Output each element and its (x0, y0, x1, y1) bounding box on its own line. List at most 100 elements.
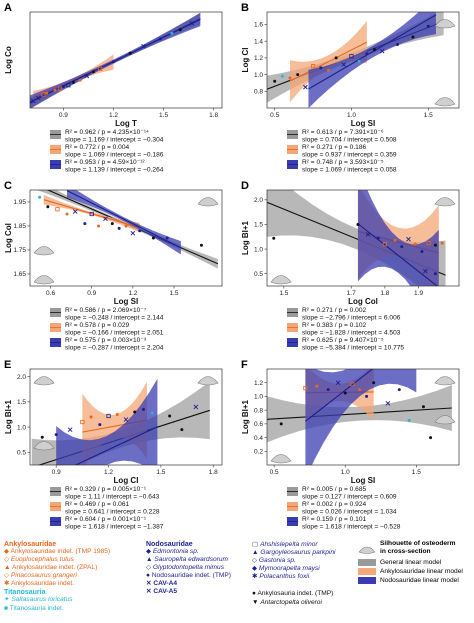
nodosauridae-confidence-band (357, 190, 439, 286)
legend-item: ● Ankylosauria indet. (TMP) (252, 590, 334, 598)
x-tick-label: 0.5 (270, 469, 279, 476)
y-tick-label: 0.8 (254, 89, 263, 96)
nodosauridae-fit-line (357, 223, 438, 286)
chart-panel-b: B 0.5 1.0 1.5 0.8 1.0 1.2 1.4 1.6 Log SI Log CI R² … (237, 0, 474, 178)
data-point (46, 205, 50, 209)
x-tick-label: 1.5 (169, 290, 178, 297)
osteoderm-silhouette-icon (434, 19, 456, 29)
data-point (110, 222, 114, 226)
osteoderm-silhouette-icon (270, 454, 292, 464)
ankylosauridae-fit-line (289, 41, 368, 82)
chart-panel-d: D 1.5 1.7 1.8 1.9 0.5 1.0 1.5 2.0 Log Col Log BI+1… (237, 178, 474, 356)
chart-panel-e: E 0.9 1.2 1.5 1.8 0.5 1.0 1.5 2.0 Log CI Log BI+1 R… (0, 357, 237, 535)
osteoderm-silhouette-icon (434, 197, 456, 207)
data-point (67, 427, 73, 432)
x-tick-label: 1.5 (159, 112, 168, 119)
data-point (97, 224, 101, 228)
data-point (150, 411, 154, 415)
data-point (130, 230, 136, 236)
osteoderm-silhouette-icon (358, 546, 376, 554)
fit-slope-intercept: slope = 0.704 / intercept = 0.508 (302, 137, 397, 144)
data-point (272, 236, 276, 240)
x-tick-label: 1.8 (209, 112, 218, 119)
chart-svg: A 0.9 1.2 1.5 1.8 Log T Log Co R² = 0.962 / p =… (4, 2, 223, 174)
axes-frame (29, 11, 223, 109)
y-tick-label: 0.4 (254, 435, 263, 442)
data-point (133, 410, 137, 414)
data-point (80, 419, 85, 425)
legend-nodosauridae-model: Nodosauridae linear model (358, 576, 472, 585)
y-tick-label: 1.2 (254, 380, 263, 387)
chart-svg: B 0.5 1.0 1.5 0.8 1.0 1.2 1.4 1.6 Log SI Log CI R² … (241, 2, 460, 174)
fit-slope-intercept: slope = −0.166 / intercept = 2.051 (65, 330, 164, 337)
data-point (350, 381, 355, 387)
data-point (349, 54, 354, 59)
x-axis-label: Log CI (114, 476, 139, 485)
chart-svg: F 0.5 1.0 1.5 0.2 0.4 0.6 0.8 1.0 1.2 Log SI Log BI… (241, 359, 460, 531)
y-tick-label: 1.0 (17, 424, 26, 431)
legend-item: ▼ Antarctopelta oliveroi (252, 598, 322, 606)
osteoderm-silhouette-icon (197, 376, 219, 386)
x-tick-label: 0.9 (52, 469, 61, 476)
data-point (178, 28, 182, 32)
data-point (38, 195, 42, 199)
plot-area (267, 190, 446, 286)
fit-slope-intercept: slope = 1.11 / intercept = −0.643 (65, 494, 160, 501)
data-point (193, 404, 199, 410)
data-point (71, 80, 75, 84)
x-tick-label: 1.8 (380, 290, 389, 297)
data-point (89, 415, 93, 419)
data-point (273, 79, 277, 83)
plot-area (36, 190, 219, 269)
data-point (31, 98, 36, 104)
osteoderm-silhouette-icon (270, 275, 292, 285)
data-point (341, 62, 347, 67)
chart-svg: E 0.9 1.2 1.5 1.8 0.5 1.0 1.5 2.0 Log CI Log BI+1 R… (4, 359, 223, 531)
y-tick-label: 0.6 (254, 421, 263, 428)
data-point (315, 384, 319, 388)
chart-svg: D 1.5 1.7 1.8 1.9 0.5 1.0 1.5 2.0 Log Col Log BI+1… (241, 180, 460, 352)
fit-r2-p: R² = 0.002 / p = 0.924 (302, 501, 366, 508)
osteoderm-silhouette-icon (33, 246, 55, 256)
nodosauridae-model-swatch (358, 577, 376, 584)
data-point (111, 60, 115, 64)
data-point (397, 388, 401, 392)
fit-slope-intercept: slope = 1.069 / intercept = 0.058 (302, 167, 397, 174)
data-point (168, 414, 172, 418)
fit-r2-p: R² = 0.159 / p = 0.101 (302, 516, 366, 523)
panel-letter: C (4, 180, 12, 192)
fit-slope-intercept: slope = 0.026 / intercept = 1.034 (302, 509, 397, 516)
data-point (91, 70, 95, 74)
data-point (372, 381, 376, 385)
axes-frame (266, 189, 460, 287)
data-point (115, 412, 119, 416)
legend-general-model: General linear model (358, 558, 472, 567)
legend-item: ✱ Polacanthus foxii (252, 573, 310, 581)
legend-item: ◆ Ankylosauridae indet. (TMP 1985) (4, 548, 111, 555)
fit-slope-intercept: slope = 1.618 / intercept = −1.387 (65, 524, 164, 531)
legend-item: ● Nodosauridae indet. (TMP) (146, 572, 231, 580)
y-tick-label: 1.0 (254, 246, 263, 253)
data-point (303, 386, 308, 391)
osteoderm-silhouette-icon (434, 97, 456, 107)
data-point (421, 405, 425, 409)
data-point (72, 209, 78, 214)
data-point (407, 418, 411, 422)
x-tick-label: 1.2 (128, 290, 137, 297)
fit-r2-p: R² = 0.748 / p = 3.593×10⁻⁵ (302, 159, 384, 166)
axes-frame (29, 368, 223, 466)
data-point (138, 229, 142, 233)
fit-slope-intercept: slope = −1.828 / intercept = 4.503 (302, 330, 401, 337)
data-point (199, 243, 203, 247)
legend-item: ◆ Edmontonia sp. (146, 548, 199, 555)
fit-slope-intercept: slope = 1.618 / intercept = −0.528 (302, 524, 401, 531)
data-point (376, 236, 380, 240)
panel-letter: D (241, 180, 249, 192)
panel-letter: A (4, 2, 12, 14)
osteoderm-silhouette-icon (197, 197, 219, 207)
data-point (45, 91, 49, 95)
x-tick-label: 1.9 (414, 290, 423, 297)
y-tick-label: 0.5 (17, 450, 26, 457)
y-axis-label: Log BI+1 (241, 220, 250, 255)
data-point (343, 391, 347, 395)
